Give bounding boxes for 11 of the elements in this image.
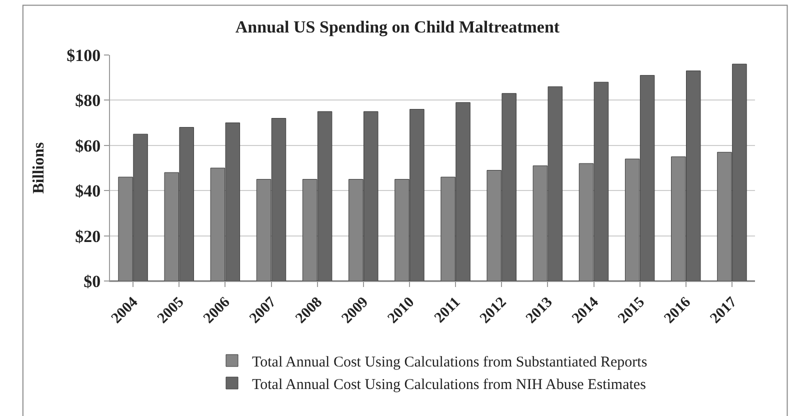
y-tick-label: $100 [66,46,101,65]
y-tick-label: $40 [75,182,101,201]
chart-title: Annual US Spending on Child Maltreatment [235,18,560,37]
y-tick-label: $80 [75,91,101,110]
y-axis-title: Billions [30,142,48,194]
legend-label: Total Annual Cost Using Calculations from NIH Abuse Estimates [252,376,646,393]
x-tick-label: 2011 [432,294,464,326]
y-tick-label: $0 [84,272,101,291]
y-tick-label: $20 [75,226,101,246]
y-tick-label: $60 [75,136,101,156]
legend-label: Total Annual Cost Using Calculations from Substantiated Reports [252,354,648,370]
